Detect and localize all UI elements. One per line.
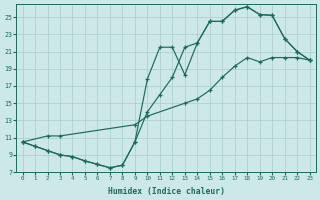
X-axis label: Humidex (Indice chaleur): Humidex (Indice chaleur) (108, 187, 225, 196)
